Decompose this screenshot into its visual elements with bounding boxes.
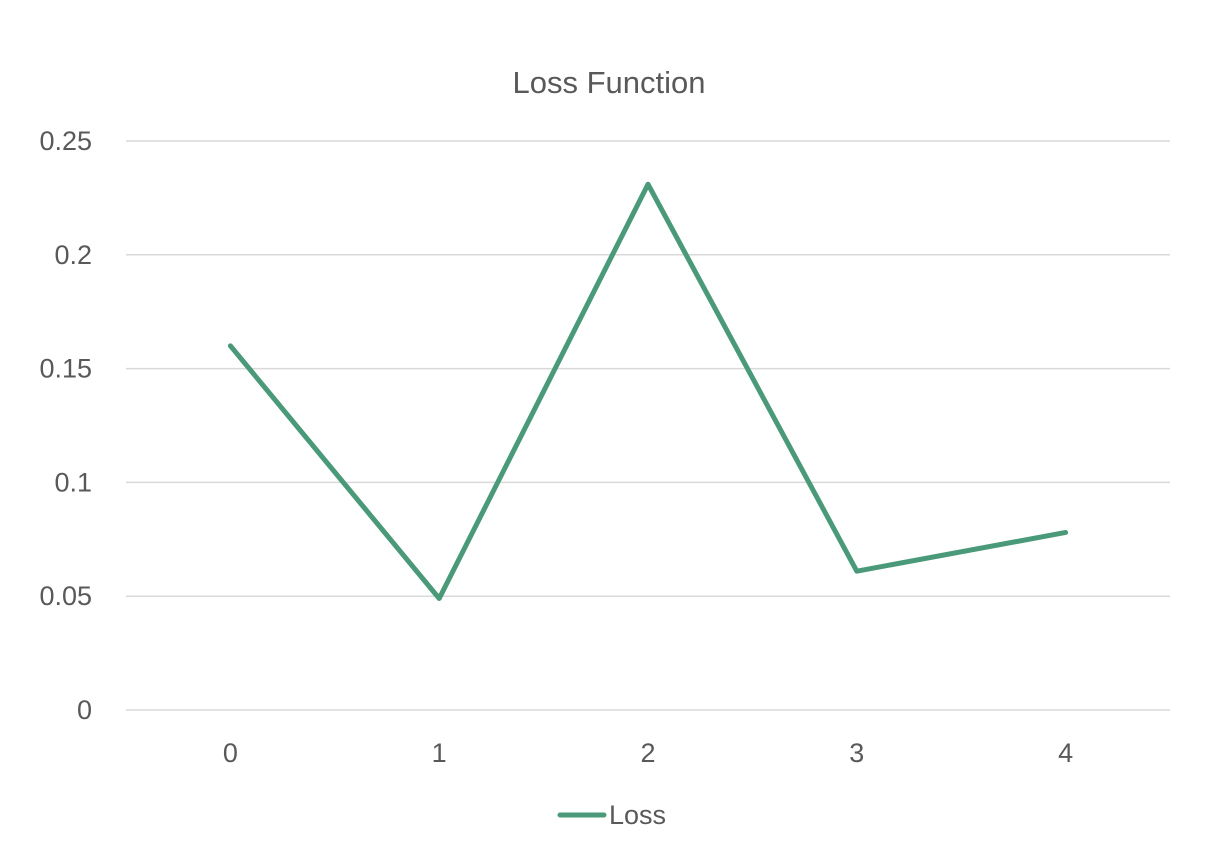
x-tick-label: 0	[223, 738, 238, 768]
y-tick-label: 0.15	[39, 354, 92, 384]
y-tick-label: 0.2	[54, 240, 92, 270]
y-axis-tick-labels: 0 0.05 0.1 0.15 0.2 0.25	[39, 126, 92, 725]
x-tick-label: 4	[1058, 738, 1073, 768]
legend-label-loss: Loss	[609, 800, 666, 830]
chart-title: Loss Function	[513, 65, 706, 100]
y-tick-label: 0.05	[39, 581, 92, 611]
legend: Loss	[557, 800, 666, 830]
y-tick-label: 0	[77, 695, 92, 725]
x-axis-tick-labels: 0 1 2 3 4	[223, 738, 1073, 768]
series-layer	[227, 181, 1069, 601]
y-tick-label: 0.1	[54, 467, 92, 497]
series-line-loss	[227, 181, 1069, 601]
x-tick-label: 1	[432, 738, 447, 768]
grid-layer	[126, 140, 1170, 711]
y-tick-label: 0.25	[39, 126, 92, 156]
x-tick-label: 3	[849, 738, 864, 768]
x-tick-label: 2	[640, 738, 655, 768]
